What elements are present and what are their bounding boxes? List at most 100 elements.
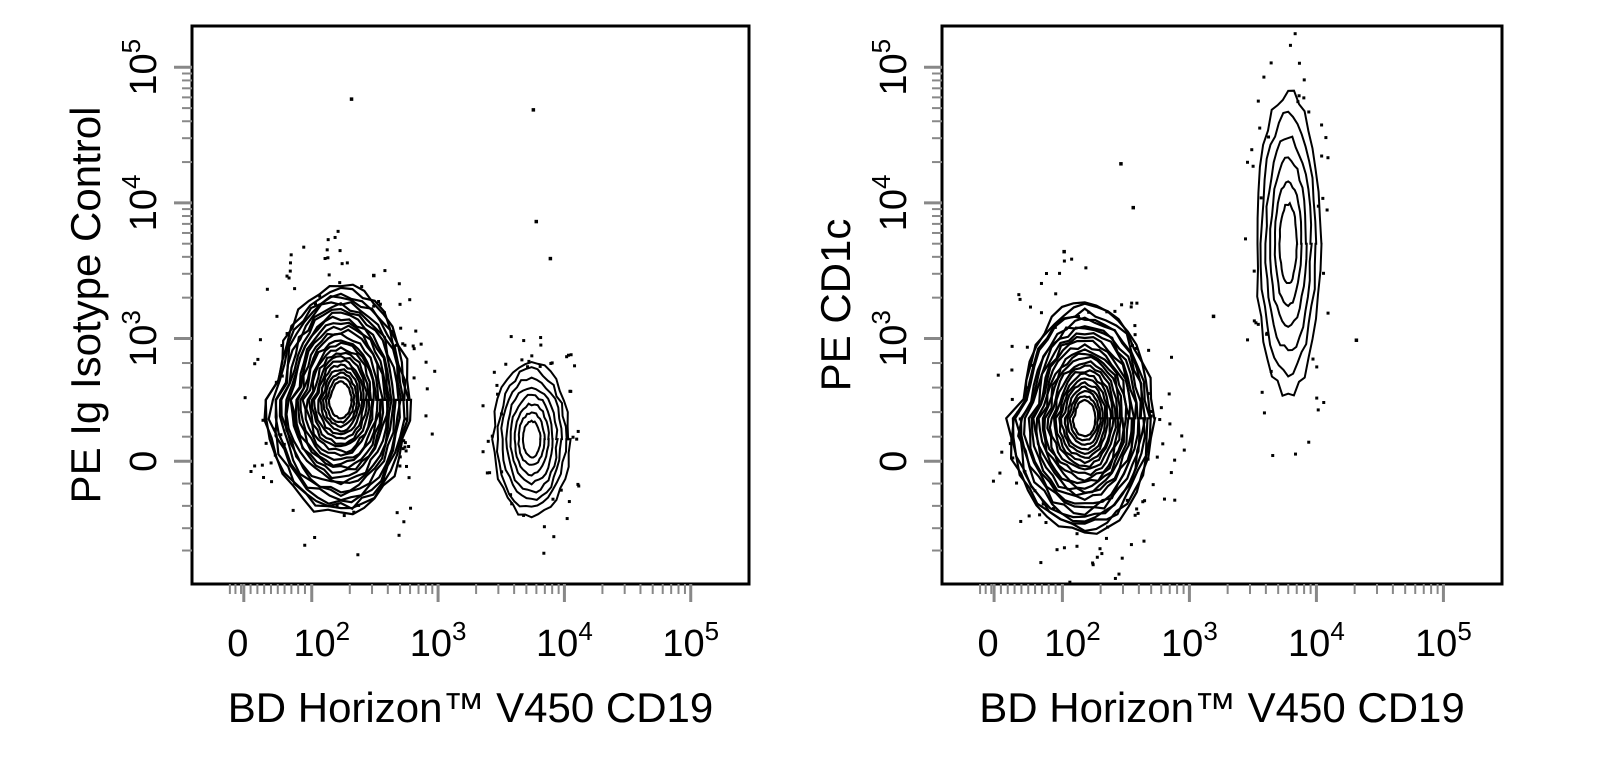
event-dot	[383, 269, 387, 273]
event-dot	[1028, 305, 1032, 309]
contour-line	[1043, 355, 1123, 482]
y-tick-exponent: 5	[116, 39, 146, 53]
event-dot	[510, 502, 514, 506]
contour-line	[1027, 332, 1138, 505]
contour-line	[1032, 339, 1134, 497]
contour-line	[1259, 110, 1318, 378]
event-dot	[1296, 100, 1300, 104]
event-dot	[1091, 563, 1095, 567]
event-dot	[509, 335, 513, 339]
contour-line	[1054, 372, 1113, 465]
event-dot	[1075, 532, 1079, 536]
event-dot	[243, 396, 247, 400]
event-dot	[1044, 272, 1048, 276]
contour-line	[324, 376, 356, 424]
event-dot	[996, 373, 1000, 377]
event-dot	[403, 445, 407, 449]
event-dot	[1256, 99, 1260, 103]
event-dot	[1302, 78, 1306, 82]
event-dot	[397, 282, 401, 286]
contour-line	[1264, 135, 1313, 352]
event-dot	[1256, 322, 1260, 326]
event-dot	[313, 302, 317, 306]
event-dot	[403, 441, 407, 445]
event-dot	[1288, 43, 1292, 47]
y-axis-title: PE Ig Isotype Control	[62, 107, 109, 504]
event-dot	[488, 471, 492, 475]
event-dot	[1023, 470, 1027, 474]
event-dot	[1251, 164, 1255, 168]
event-dot	[1322, 401, 1326, 405]
event-dot	[342, 514, 346, 518]
event-dot	[1011, 456, 1015, 460]
event-dot	[1027, 514, 1031, 518]
event-dot	[1054, 292, 1058, 296]
event-dot	[1169, 471, 1173, 475]
event-dot	[325, 248, 329, 252]
y-tick-base: 10	[873, 53, 915, 95]
contour-line	[495, 366, 568, 508]
event-dot	[542, 525, 546, 529]
contour-line	[1041, 352, 1125, 485]
x-tick-base: 10	[410, 623, 452, 665]
event-dot	[1135, 301, 1139, 305]
event-dot	[333, 235, 337, 239]
contour-line	[284, 311, 393, 485]
event-dot	[565, 355, 569, 359]
event-dot	[382, 311, 386, 315]
event-dot	[1311, 357, 1315, 361]
event-dot	[569, 389, 573, 393]
event-dot	[412, 347, 416, 351]
event-dot	[1269, 61, 1273, 65]
population-1	[243, 229, 437, 557]
event-dot	[522, 513, 526, 517]
event-dot	[1033, 489, 1037, 493]
event-dot	[991, 479, 995, 483]
contour-line	[321, 371, 359, 429]
event-dot	[280, 344, 284, 348]
contour-line	[1059, 381, 1107, 456]
x-tick-base: 10	[1044, 623, 1086, 665]
outlier-dot	[1211, 314, 1216, 319]
contour-line	[1068, 395, 1100, 442]
x-tick-label: 102	[293, 616, 350, 665]
y-tick-label: 103	[116, 310, 165, 367]
event-dot	[360, 285, 364, 289]
contour-line	[517, 411, 546, 466]
y-tick-exponent: 4	[866, 175, 896, 189]
event-dot	[1167, 392, 1171, 396]
event-dot	[326, 256, 330, 260]
event-dot	[1258, 126, 1262, 130]
event-dot	[1051, 507, 1055, 511]
event-dot	[256, 357, 260, 361]
x-tick-label: 0	[978, 623, 999, 665]
event-dot	[395, 511, 399, 515]
event-dot	[264, 441, 268, 445]
event-dot	[1133, 513, 1137, 517]
event-dot	[1246, 160, 1250, 164]
event-dot	[1271, 454, 1275, 458]
event-dot	[481, 404, 485, 408]
event-dot	[496, 392, 500, 396]
event-dot	[526, 365, 530, 369]
event-dot	[253, 464, 257, 468]
contour-line	[280, 307, 396, 494]
event-dot	[1325, 208, 1329, 212]
event-dot	[285, 274, 289, 278]
event-dot	[527, 359, 531, 363]
event-dot	[1170, 355, 1174, 359]
event-dot	[280, 374, 284, 378]
x-tick-base: 10	[1288, 623, 1330, 665]
x-tick-exponent: 3	[452, 616, 466, 646]
contour-line	[1256, 89, 1323, 397]
x-tick-base: 0	[978, 623, 999, 665]
event-dot	[352, 510, 356, 514]
event-dot	[1254, 321, 1258, 325]
event-dot	[552, 535, 556, 539]
event-dot	[430, 432, 434, 436]
event-dot	[1010, 397, 1014, 401]
event-dot	[490, 434, 494, 438]
event-dot	[287, 276, 291, 280]
event-dot	[1155, 455, 1159, 459]
event-dot	[1158, 418, 1162, 422]
